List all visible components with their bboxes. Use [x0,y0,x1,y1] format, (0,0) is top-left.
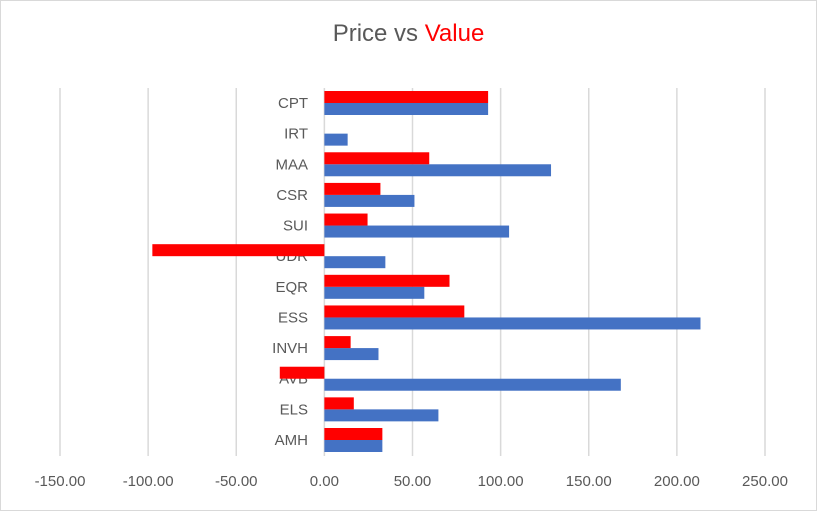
x-tick-label: -150.00 [35,473,86,490]
bar-value-invh [324,336,351,349]
bar-price-udr [324,256,386,269]
bar-value-avb [279,366,325,379]
category-label: CPT [278,95,308,112]
bar-value-amh [324,428,383,440]
bar-price-eqr [324,286,425,299]
category-label: SUI [283,218,308,235]
category-label: EQR [275,279,308,296]
bar-value-udr [152,244,325,257]
x-tick-label: 100.00 [478,473,524,490]
bar-value-maa [324,152,430,165]
bar-price-amh [324,440,383,452]
category-label: ELS [280,401,308,418]
category-label: MAA [275,156,308,173]
bar-price-cpt [324,103,489,115]
x-tick-label: -50.00 [215,473,258,490]
chart-title: Price vs Value [0,20,817,48]
x-tick-label: 150.00 [566,473,612,490]
bar-price-csr [324,194,415,207]
bar-price-els [324,409,439,422]
title-value: Value [424,20,485,47]
bar-value-els [324,397,354,410]
bar-value-eqr [324,274,450,287]
bar-price-maa [324,164,552,177]
bar-value-sui [324,213,368,226]
category-label: AMH [275,432,308,449]
category-label: ESS [278,309,308,326]
bar-price-invh [324,348,379,361]
x-tick-label: -100.00 [123,473,174,490]
category-label: CSR [276,187,308,204]
x-tick-label: 250.00 [742,473,788,490]
bar-value-ess [324,305,465,318]
bar-value-csr [324,182,381,195]
category-label: INVH [272,340,308,357]
bar-price-ess [324,317,701,330]
title-price: Price vs [332,20,425,47]
bar-price-irt [324,133,348,146]
x-tick-label: 50.00 [394,473,432,490]
bar-price-sui [324,225,510,238]
bar-value-cpt [324,91,489,103]
x-tick-label: 0.00 [310,473,339,490]
category-label: IRT [284,126,308,143]
bar-price-avb [324,378,621,391]
x-tick-label: 200.00 [654,473,700,490]
